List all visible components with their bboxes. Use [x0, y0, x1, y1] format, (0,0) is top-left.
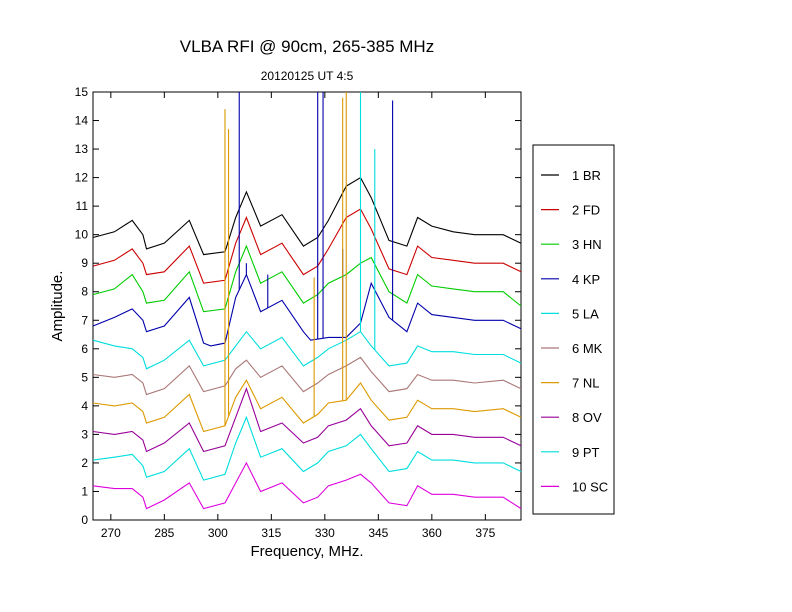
- legend-label-2: 2 FD: [572, 203, 600, 218]
- legend-label-10: 10 SC: [572, 479, 608, 494]
- x-tick-label: 345: [368, 526, 388, 540]
- legend-box: [532, 144, 615, 515]
- legend-label-5: 5 LA: [572, 306, 599, 321]
- y-tick-label: 3: [81, 427, 88, 441]
- series-line-7: [92, 379, 522, 433]
- legend: 1 BR 2 FD 3 HN 4 KP 5 LA 6 MK 7 NL 8 OV 9 PT 10 S…: [532, 144, 615, 515]
- legend-label-7: 7 NL: [572, 376, 599, 391]
- series-line-3: [92, 244, 522, 313]
- series-line-1: [92, 176, 522, 256]
- y-tick-label: 15: [75, 85, 89, 99]
- x-tick-label: 375: [475, 526, 495, 540]
- x-axis: 270 285 300 315 330 345 360 375: [101, 92, 496, 540]
- chart-title: VLBA RFI @ 90cm, 265-385 MHz: [180, 37, 434, 56]
- y-tick-label: 13: [75, 142, 89, 156]
- plot-area: 270 285 300 315 330 345 360 375 012345678910111…: [75, 85, 522, 540]
- legend-label-9: 9 PT: [572, 445, 600, 460]
- y-tick-label: 8: [81, 285, 88, 299]
- y-tick-label: 7: [81, 313, 88, 327]
- y-tick-label: 6: [81, 342, 88, 356]
- y-tick-label: 5: [81, 370, 88, 384]
- x-tick-label: 300: [208, 526, 228, 540]
- x-tick-label: 330: [315, 526, 335, 540]
- series-line-4: [92, 273, 522, 347]
- y-tick-label: 14: [75, 114, 89, 128]
- series-line-10: [92, 461, 522, 510]
- legend-label-3: 3 HN: [572, 237, 602, 252]
- y-tick-label: 12: [75, 171, 89, 185]
- x-axis-label: Frequency, MHz.: [250, 543, 363, 560]
- series-line-2: [92, 208, 522, 284]
- y-tick-label: 9: [81, 256, 88, 270]
- spike-lines: [224, 92, 394, 426]
- x-tick-label: 315: [261, 526, 281, 540]
- y-tick-label: 1: [81, 484, 88, 498]
- plot-frame: [92, 91, 522, 521]
- legend-label-1: 1 BR: [572, 168, 601, 183]
- y-tick-label: 0: [81, 513, 88, 527]
- series-line-5: [92, 330, 522, 370]
- x-tick-label: 360: [422, 526, 442, 540]
- series-line-8: [92, 387, 522, 453]
- y-tick-label: 11: [76, 199, 89, 213]
- series-line-9: [92, 415, 522, 481]
- y-tick-label: 4: [81, 399, 88, 413]
- legend-label-8: 8 OV: [572, 410, 602, 425]
- legend-label-6: 6 MK: [572, 341, 603, 356]
- chart-subtitle: 20120125 UT 4:5: [261, 69, 354, 83]
- legend-label-4: 4 KP: [572, 272, 600, 287]
- y-axis-label: Amplitude.: [49, 271, 66, 342]
- y-tick-label: 10: [75, 228, 89, 242]
- series-lines: [92, 176, 522, 510]
- x-tick-label: 270: [101, 526, 121, 540]
- y-tick-label: 2: [81, 456, 88, 470]
- series-line-6: [92, 356, 522, 396]
- x-tick-label: 285: [154, 526, 174, 540]
